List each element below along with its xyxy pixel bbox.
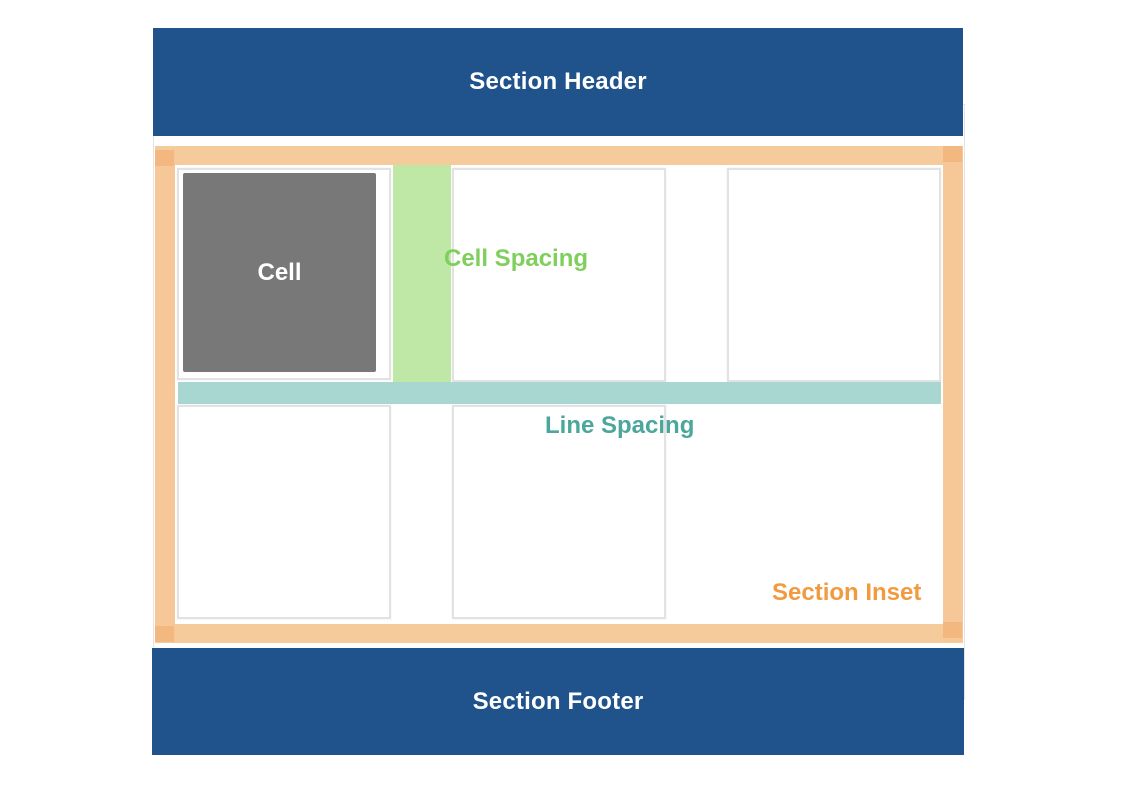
section-footer: Section Footer xyxy=(152,648,964,755)
section-footer-title: Section Footer xyxy=(472,687,644,715)
section-inset-corner xyxy=(943,146,962,162)
section-header: Section Header xyxy=(153,28,963,136)
section-inset-bottom xyxy=(155,624,963,643)
section-inset-corner xyxy=(155,626,174,642)
section-header-title: Section Header xyxy=(469,68,647,95)
section-inset-corner xyxy=(943,622,962,638)
grid-cell xyxy=(452,168,666,382)
cell-spacing-indicator xyxy=(393,165,451,382)
section-inset-top xyxy=(155,146,963,165)
cell-highlight: Cell xyxy=(183,173,376,372)
grid-cell xyxy=(177,405,391,619)
section-inset-label: Section Inset xyxy=(772,579,922,606)
line-spacing-indicator xyxy=(178,382,941,404)
cell-label: Cell xyxy=(257,258,302,286)
section-inset-corner xyxy=(155,150,174,166)
cell-spacing-label: Cell Spacing xyxy=(444,245,589,272)
line-spacing-label: Line Spacing xyxy=(545,412,695,439)
grid-cell xyxy=(727,168,941,382)
section-inset-right xyxy=(943,150,963,642)
section-inset-left xyxy=(155,150,175,642)
grid-cell xyxy=(452,405,666,619)
